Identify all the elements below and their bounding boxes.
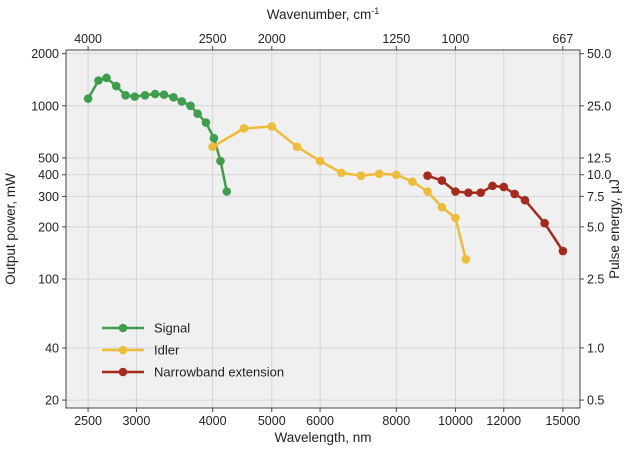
data-point bbox=[208, 142, 217, 152]
y2-axis-title: Pulse energy, µJ bbox=[607, 179, 622, 279]
data-point bbox=[558, 246, 568, 256]
y2-tick-label: 50.0 bbox=[587, 47, 611, 61]
y-tick-label: 40 bbox=[45, 341, 59, 355]
data-point bbox=[186, 101, 195, 111]
data-point bbox=[392, 170, 401, 180]
x2-tick-label: 2500 bbox=[199, 32, 227, 46]
data-point bbox=[315, 156, 325, 166]
y-tick-label: 1000 bbox=[31, 99, 59, 113]
axes: 2500 3000 4000 5000 6000 8000 10000 12000 15000 4… bbox=[31, 32, 611, 428]
y-tick-label: 500 bbox=[38, 151, 59, 165]
data-point bbox=[209, 133, 219, 143]
x2-tick-label: 667 bbox=[552, 32, 573, 46]
data-point bbox=[239, 124, 249, 133]
data-point bbox=[94, 76, 103, 85]
legend-swatch-marker bbox=[118, 323, 128, 333]
data-point bbox=[216, 156, 225, 166]
data-point bbox=[201, 118, 211, 127]
x-tick-label: 10000 bbox=[438, 414, 473, 428]
y2-tick-label: 25.0 bbox=[587, 99, 611, 113]
x2-axis-title-main: Wavenumber, cm bbox=[267, 7, 372, 22]
legend: Signal Idler Narrowband extension bbox=[102, 321, 284, 380]
data-point bbox=[374, 169, 384, 179]
x-tick-label: 3000 bbox=[123, 414, 151, 428]
data-point bbox=[540, 218, 549, 228]
data-point bbox=[222, 187, 232, 196]
y-tick-label: 400 bbox=[38, 168, 59, 182]
y-tick-label: 200 bbox=[38, 220, 59, 234]
data-point bbox=[499, 182, 509, 192]
data-point bbox=[408, 177, 417, 186]
y-tick-label: 100 bbox=[38, 273, 59, 287]
plot-frame bbox=[65, 49, 581, 409]
y2-tick-label: 2.5 bbox=[587, 273, 604, 287]
data-point bbox=[476, 188, 486, 198]
data-point bbox=[510, 189, 519, 199]
data-point bbox=[464, 188, 473, 198]
y-axis-title: Output power, mW bbox=[3, 173, 18, 285]
y2-tick-label: 7.5 bbox=[587, 190, 604, 204]
data-point bbox=[488, 181, 497, 191]
data-point bbox=[356, 171, 366, 180]
data-point bbox=[437, 202, 447, 212]
data-point bbox=[461, 254, 471, 264]
y2-tick-label: 10.0 bbox=[587, 168, 611, 182]
data-point bbox=[102, 73, 111, 83]
x2-axis-title: Wavenumber, cm-1 bbox=[267, 6, 380, 22]
y-tick-label: 2000 bbox=[31, 47, 59, 61]
data-point bbox=[520, 195, 530, 205]
data-point bbox=[159, 90, 169, 99]
y2-tick-label: 0.5 bbox=[587, 394, 604, 408]
x-axis-title: Wavelength, nm bbox=[274, 430, 371, 445]
plot-area bbox=[66, 50, 580, 408]
legend-label: Idler bbox=[154, 343, 180, 358]
x2-axis-title-superscript: -1 bbox=[371, 6, 379, 16]
data-point bbox=[193, 109, 202, 119]
y2-tick-label: 1.0 bbox=[587, 341, 604, 355]
data-point bbox=[111, 81, 121, 91]
x-tick-label: 15000 bbox=[546, 414, 581, 428]
x2-tick-label: 1000 bbox=[442, 32, 470, 46]
data-point bbox=[83, 94, 93, 103]
data-point bbox=[423, 187, 432, 196]
data-point bbox=[451, 213, 460, 223]
y-tick-label: 20 bbox=[45, 394, 59, 408]
y2-tick-label: 5.0 bbox=[587, 220, 604, 234]
data-point bbox=[336, 168, 346, 178]
data-point bbox=[140, 90, 150, 100]
y-tick-label: 300 bbox=[38, 190, 59, 204]
data-point bbox=[121, 90, 130, 100]
gridlines bbox=[66, 50, 580, 408]
x-tick-label: 4000 bbox=[199, 414, 227, 428]
x2-tick-label: 4000 bbox=[74, 32, 102, 46]
legend-swatch-marker bbox=[118, 367, 128, 377]
y2-tick-label: 12.5 bbox=[587, 151, 611, 165]
x2-tick-label: 2000 bbox=[258, 32, 286, 46]
data-point bbox=[169, 92, 178, 102]
data-point bbox=[177, 97, 187, 106]
data-point bbox=[150, 89, 160, 99]
legend-swatch-marker bbox=[118, 345, 128, 355]
x-tick-label: 5000 bbox=[258, 414, 286, 428]
legend-label: Narrowband extension bbox=[154, 365, 284, 380]
data-series bbox=[83, 73, 568, 264]
data-point bbox=[437, 176, 447, 185]
legend-label: Signal bbox=[154, 321, 190, 336]
x-tick-label: 8000 bbox=[382, 414, 410, 428]
x-tick-label: 12000 bbox=[486, 414, 521, 428]
data-point bbox=[130, 92, 139, 101]
x-tick-label: 6000 bbox=[306, 414, 334, 428]
x2-tick-label: 1250 bbox=[382, 32, 410, 46]
data-point bbox=[292, 142, 302, 152]
x-tick-label: 2500 bbox=[74, 414, 102, 428]
data-point bbox=[423, 171, 432, 180]
data-point bbox=[451, 187, 460, 196]
data-point bbox=[267, 122, 277, 131]
